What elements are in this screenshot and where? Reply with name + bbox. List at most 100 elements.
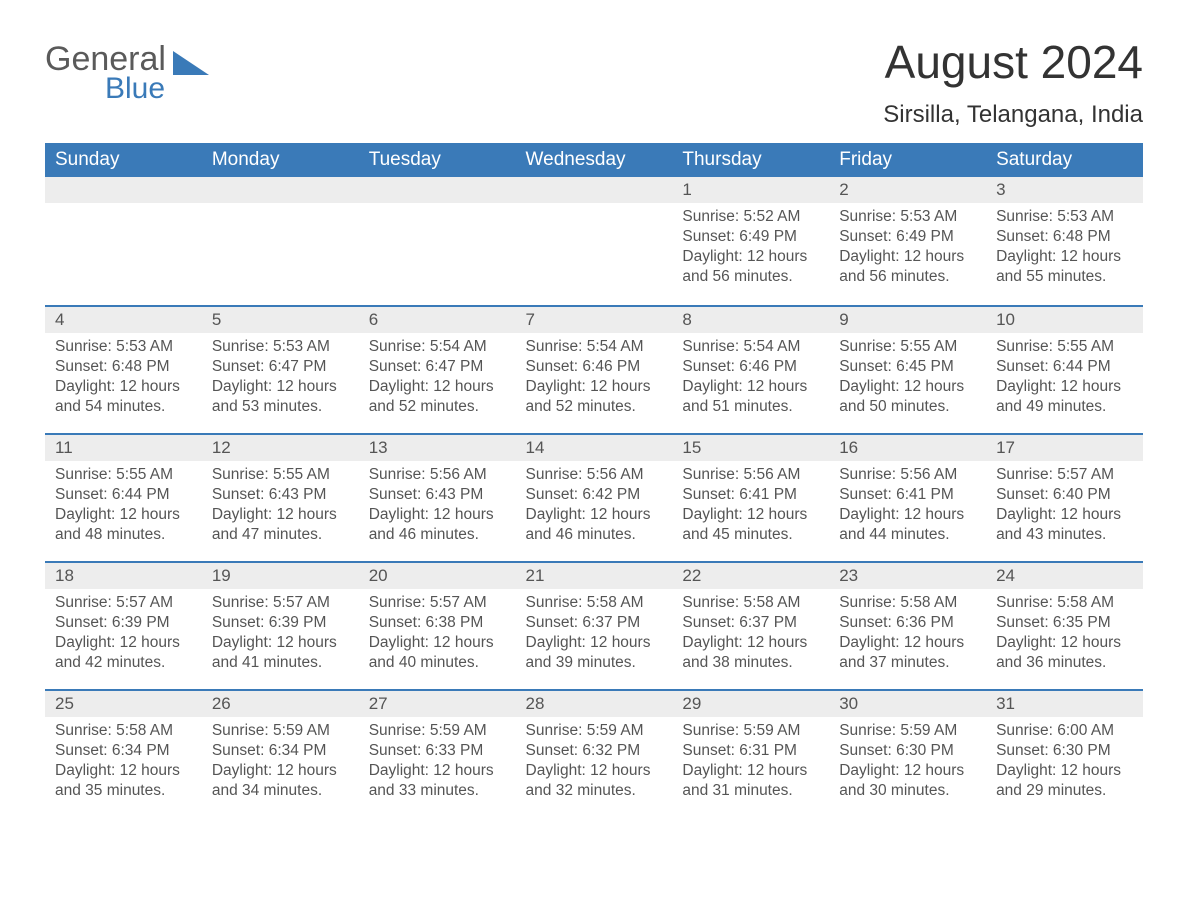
day-cell: 2Sunrise: 5:53 AMSunset: 6:49 PMDaylight… — [829, 177, 986, 305]
sunrise-text: Sunrise: 5:53 AM — [996, 207, 1133, 227]
day-body: Sunrise: 5:57 AMSunset: 6:39 PMDaylight:… — [45, 589, 202, 674]
day-body: Sunrise: 5:59 AMSunset: 6:32 PMDaylight:… — [516, 717, 673, 802]
sunset-text: Sunset: 6:34 PM — [55, 741, 192, 761]
sunset-text: Sunset: 6:39 PM — [55, 613, 192, 633]
empty-day-bar — [202, 177, 359, 203]
sunrise-text: Sunrise: 5:59 AM — [682, 721, 819, 741]
day-body: Sunrise: 5:53 AMSunset: 6:48 PMDaylight:… — [986, 203, 1143, 288]
day-number: 28 — [516, 689, 673, 717]
dayname-row: Sunday Monday Tuesday Wednesday Thursday… — [45, 143, 1143, 177]
day-number: 18 — [45, 561, 202, 589]
day-cell: 26Sunrise: 5:59 AMSunset: 6:34 PMDayligh… — [202, 689, 359, 817]
daylight-text: Daylight: 12 hours and 38 minutes. — [682, 633, 819, 673]
day-number: 19 — [202, 561, 359, 589]
month-title: August 2024 — [883, 35, 1143, 89]
title-block: August 2024 Sirsilla, Telangana, India — [883, 20, 1143, 129]
daylight-text: Daylight: 12 hours and 31 minutes. — [682, 761, 819, 801]
sunrise-text: Sunrise: 5:57 AM — [212, 593, 349, 613]
sunrise-text: Sunrise: 5:53 AM — [839, 207, 976, 227]
day-body: Sunrise: 5:54 AMSunset: 6:47 PMDaylight:… — [359, 333, 516, 418]
logo: General Blue — [45, 40, 209, 106]
dayname-friday: Friday — [829, 143, 986, 177]
sunset-text: Sunset: 6:47 PM — [212, 357, 349, 377]
sunset-text: Sunset: 6:48 PM — [55, 357, 192, 377]
sunrise-text: Sunrise: 5:59 AM — [526, 721, 663, 741]
day-cell: 31Sunrise: 6:00 AMSunset: 6:30 PMDayligh… — [986, 689, 1143, 817]
sunrise-text: Sunrise: 5:57 AM — [996, 465, 1133, 485]
daylight-text: Daylight: 12 hours and 43 minutes. — [996, 505, 1133, 545]
sunrise-text: Sunrise: 5:56 AM — [682, 465, 819, 485]
week-row: 25Sunrise: 5:58 AMSunset: 6:34 PMDayligh… — [45, 689, 1143, 817]
sunrise-text: Sunrise: 5:59 AM — [212, 721, 349, 741]
day-body: Sunrise: 5:56 AMSunset: 6:41 PMDaylight:… — [672, 461, 829, 546]
day-number: 16 — [829, 433, 986, 461]
sunset-text: Sunset: 6:32 PM — [526, 741, 663, 761]
sunrise-text: Sunrise: 5:55 AM — [996, 337, 1133, 357]
day-cell: 21Sunrise: 5:58 AMSunset: 6:37 PMDayligh… — [516, 561, 673, 689]
daylight-text: Daylight: 12 hours and 54 minutes. — [55, 377, 192, 417]
day-number: 8 — [672, 305, 829, 333]
daylight-text: Daylight: 12 hours and 49 minutes. — [996, 377, 1133, 417]
daylight-text: Daylight: 12 hours and 30 minutes. — [839, 761, 976, 801]
day-number: 17 — [986, 433, 1143, 461]
day-body: Sunrise: 5:59 AMSunset: 6:31 PMDaylight:… — [672, 717, 829, 802]
day-number: 26 — [202, 689, 359, 717]
day-body: Sunrise: 5:55 AMSunset: 6:44 PMDaylight:… — [45, 461, 202, 546]
sunrise-text: Sunrise: 5:56 AM — [839, 465, 976, 485]
day-cell: 8Sunrise: 5:54 AMSunset: 6:46 PMDaylight… — [672, 305, 829, 433]
day-body: Sunrise: 5:58 AMSunset: 6:35 PMDaylight:… — [986, 589, 1143, 674]
day-number: 7 — [516, 305, 673, 333]
daylight-text: Daylight: 12 hours and 44 minutes. — [839, 505, 976, 545]
sunset-text: Sunset: 6:43 PM — [212, 485, 349, 505]
sunrise-text: Sunrise: 5:54 AM — [369, 337, 506, 357]
sunrise-text: Sunrise: 5:57 AM — [55, 593, 192, 613]
sunset-text: Sunset: 6:35 PM — [996, 613, 1133, 633]
daylight-text: Daylight: 12 hours and 51 minutes. — [682, 377, 819, 417]
daylight-text: Daylight: 12 hours and 56 minutes. — [682, 247, 819, 287]
daylight-text: Daylight: 12 hours and 29 minutes. — [996, 761, 1133, 801]
day-body: Sunrise: 5:58 AMSunset: 6:37 PMDaylight:… — [672, 589, 829, 674]
sunset-text: Sunset: 6:43 PM — [369, 485, 506, 505]
day-cell: 23Sunrise: 5:58 AMSunset: 6:36 PMDayligh… — [829, 561, 986, 689]
day-body: Sunrise: 5:56 AMSunset: 6:42 PMDaylight:… — [516, 461, 673, 546]
day-number: 22 — [672, 561, 829, 589]
day-body: Sunrise: 5:56 AMSunset: 6:43 PMDaylight:… — [359, 461, 516, 546]
day-body: Sunrise: 5:59 AMSunset: 6:30 PMDaylight:… — [829, 717, 986, 802]
empty-day-bar — [516, 177, 673, 203]
day-body: Sunrise: 5:59 AMSunset: 6:34 PMDaylight:… — [202, 717, 359, 802]
sunrise-text: Sunrise: 5:55 AM — [212, 465, 349, 485]
sunrise-text: Sunrise: 5:57 AM — [369, 593, 506, 613]
daylight-text: Daylight: 12 hours and 56 minutes. — [839, 247, 976, 287]
sunset-text: Sunset: 6:46 PM — [682, 357, 819, 377]
empty-day-bar — [45, 177, 202, 203]
day-cell: 11Sunrise: 5:55 AMSunset: 6:44 PMDayligh… — [45, 433, 202, 561]
dayname-saturday: Saturday — [986, 143, 1143, 177]
sunrise-text: Sunrise: 5:58 AM — [839, 593, 976, 613]
sunset-text: Sunset: 6:36 PM — [839, 613, 976, 633]
empty-day-bar — [359, 177, 516, 203]
day-body: Sunrise: 5:58 AMSunset: 6:36 PMDaylight:… — [829, 589, 986, 674]
day-number: 3 — [986, 177, 1143, 203]
sunrise-text: Sunrise: 5:52 AM — [682, 207, 819, 227]
day-number: 23 — [829, 561, 986, 589]
day-number: 11 — [45, 433, 202, 461]
day-body: Sunrise: 5:55 AMSunset: 6:45 PMDaylight:… — [829, 333, 986, 418]
sunset-text: Sunset: 6:34 PM — [212, 741, 349, 761]
day-body: Sunrise: 5:56 AMSunset: 6:41 PMDaylight:… — [829, 461, 986, 546]
day-cell: 18Sunrise: 5:57 AMSunset: 6:39 PMDayligh… — [45, 561, 202, 689]
sunrise-text: Sunrise: 5:58 AM — [996, 593, 1133, 613]
day-body: Sunrise: 5:54 AMSunset: 6:46 PMDaylight:… — [516, 333, 673, 418]
sunset-text: Sunset: 6:42 PM — [526, 485, 663, 505]
day-body: Sunrise: 5:57 AMSunset: 6:38 PMDaylight:… — [359, 589, 516, 674]
week-row: 1Sunrise: 5:52 AMSunset: 6:49 PMDaylight… — [45, 177, 1143, 305]
day-number: 31 — [986, 689, 1143, 717]
day-cell: 17Sunrise: 5:57 AMSunset: 6:40 PMDayligh… — [986, 433, 1143, 561]
day-body: Sunrise: 5:55 AMSunset: 6:43 PMDaylight:… — [202, 461, 359, 546]
day-body: Sunrise: 5:52 AMSunset: 6:49 PMDaylight:… — [672, 203, 829, 288]
daylight-text: Daylight: 12 hours and 48 minutes. — [55, 505, 192, 545]
daylight-text: Daylight: 12 hours and 47 minutes. — [212, 505, 349, 545]
sunset-text: Sunset: 6:45 PM — [839, 357, 976, 377]
daylight-text: Daylight: 12 hours and 55 minutes. — [996, 247, 1133, 287]
sunrise-text: Sunrise: 5:53 AM — [212, 337, 349, 357]
day-cell: 9Sunrise: 5:55 AMSunset: 6:45 PMDaylight… — [829, 305, 986, 433]
